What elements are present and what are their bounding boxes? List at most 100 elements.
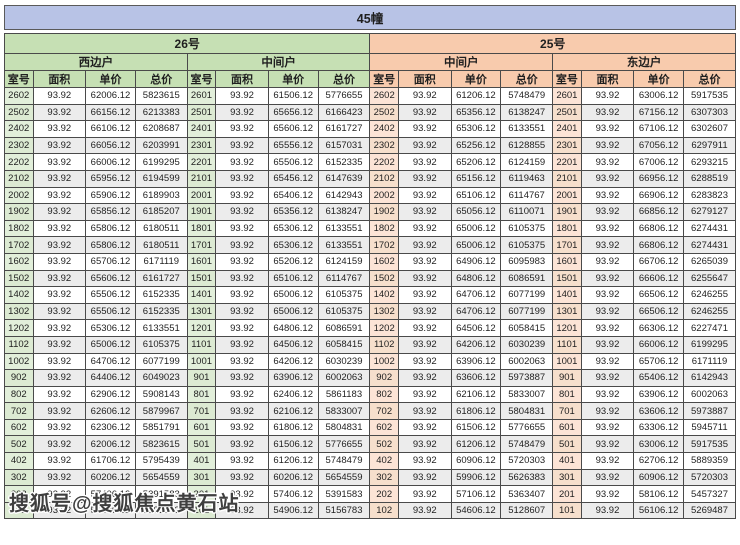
total-price-cell: 6133551 bbox=[134, 319, 188, 337]
room-number-cell: 702 bbox=[369, 402, 399, 420]
unit-price-cell: 63306.12 bbox=[633, 418, 684, 437]
building-25-header: 25号 bbox=[369, 33, 736, 54]
total-price-cell: 6157031 bbox=[317, 136, 371, 155]
area-cell: 93.92 bbox=[580, 169, 635, 188]
unit-price-cell: 65006.12 bbox=[450, 236, 502, 254]
area-cell: 93.92 bbox=[580, 286, 635, 304]
unit-price-cell: 62306.12 bbox=[85, 418, 136, 437]
unit-price-cell: 61506.12 bbox=[267, 435, 319, 454]
total-price-cell: 6161727 bbox=[134, 269, 188, 288]
area-cell: 93.92 bbox=[580, 269, 635, 288]
room-number-cell: 1402 bbox=[369, 286, 399, 304]
area-cell: 93.92 bbox=[32, 252, 87, 271]
total-price-cell: 6077199 bbox=[134, 352, 188, 371]
unit-price-cell: 65206.12 bbox=[267, 252, 319, 271]
unit-price-cell: 63906.12 bbox=[267, 369, 319, 387]
room-number-cell: 1401 bbox=[186, 286, 217, 304]
area-cell: 93.92 bbox=[397, 252, 452, 271]
room-number-cell: 1802 bbox=[369, 219, 399, 238]
room-number-cell: 2402 bbox=[4, 120, 34, 138]
column-header: 室号 bbox=[369, 70, 399, 88]
column-header: 总价 bbox=[682, 70, 737, 88]
column-header: 单价 bbox=[267, 70, 319, 88]
room-number-cell: 1001 bbox=[552, 352, 582, 371]
area-cell: 93.92 bbox=[397, 203, 452, 221]
room-number-cell: 1901 bbox=[186, 203, 217, 221]
table-row: 1002 93.92 64706.12 6077199 1001 93.92 64206.1… bbox=[4, 352, 737, 371]
total-price-cell: 6077199 bbox=[500, 302, 554, 321]
total-price-cell: 5654559 bbox=[317, 468, 371, 487]
unit-price-cell: 67106.12 bbox=[633, 120, 684, 138]
column-header-row: 室号 面积 单价 总价 室号 面积 单价 总价 室号 面积 单价 总价 室号 面积 单价 总价 bbox=[4, 70, 737, 88]
room-number-cell: 1202 bbox=[4, 319, 34, 337]
room-number-cell: 1002 bbox=[369, 352, 399, 371]
room-number-cell: 1201 bbox=[186, 319, 217, 337]
total-price-cell: 5889359 bbox=[682, 452, 737, 470]
area-cell: 93.92 bbox=[215, 319, 269, 337]
unit-price-cell: 64706.12 bbox=[450, 302, 502, 321]
total-price-cell: 6114767 bbox=[317, 269, 371, 288]
room-number-cell: 101 bbox=[186, 501, 217, 520]
area-cell: 93.92 bbox=[397, 402, 452, 420]
room-number-cell: 501 bbox=[186, 435, 217, 454]
area-cell: 93.92 bbox=[580, 87, 635, 105]
building-title: 45幢 bbox=[356, 12, 384, 26]
unit-price-cell: 62106.12 bbox=[267, 402, 319, 420]
unit-price-cell: 65106.12 bbox=[267, 269, 319, 288]
room-number-cell: 2202 bbox=[369, 153, 399, 171]
table-row: 2302 93.92 66056.12 6203991 2301 93.92 65556.1… bbox=[4, 136, 737, 155]
price-table: 26号 25号 西边户 中间户 中间户 东边户 室号 面积 单价 总价 室号 面积 单价 总价… bbox=[3, 33, 737, 520]
total-price-cell: 5776655 bbox=[500, 418, 554, 437]
room-number-cell: 1801 bbox=[186, 219, 217, 238]
total-price-cell: 5720303 bbox=[682, 468, 737, 487]
total-price-cell: 5908143 bbox=[134, 385, 188, 404]
room-number-cell: 1601 bbox=[186, 252, 217, 271]
unit-price-cell: 64706.12 bbox=[450, 286, 502, 304]
total-price-cell: 6133551 bbox=[500, 120, 554, 138]
column-header: 面积 bbox=[580, 70, 635, 88]
room-number-cell: 902 bbox=[4, 369, 34, 387]
unit-price-cell: 57106.12 bbox=[450, 485, 502, 503]
room-number-cell: 901 bbox=[552, 369, 582, 387]
unit-price-cell: 62006.12 bbox=[85, 435, 136, 454]
unit-price-cell: 62606.12 bbox=[85, 402, 136, 420]
room-number-cell: 601 bbox=[552, 418, 582, 437]
area-cell: 93.92 bbox=[215, 153, 269, 171]
total-price-cell: 6105375 bbox=[317, 302, 371, 321]
column-header: 室号 bbox=[186, 70, 217, 88]
area-cell: 93.92 bbox=[580, 385, 635, 404]
unit-price-cell: 67006.12 bbox=[633, 153, 684, 171]
room-number-cell: 302 bbox=[4, 468, 34, 487]
area-cell: 93.92 bbox=[580, 369, 635, 387]
total-price-cell: 6086591 bbox=[317, 319, 371, 337]
room-number-cell: 1702 bbox=[369, 236, 399, 254]
area-cell: 93.92 bbox=[32, 335, 87, 354]
room-number-cell: 2102 bbox=[369, 169, 399, 188]
room-number-cell: 2001 bbox=[552, 186, 582, 205]
room-number-cell: 501 bbox=[552, 435, 582, 454]
section-east-header: 东边户 bbox=[552, 53, 736, 71]
unit-price-cell: 63006.12 bbox=[633, 435, 684, 454]
area-cell: 93.92 bbox=[580, 236, 635, 254]
room-number-cell: 1401 bbox=[552, 286, 582, 304]
total-price-cell: 6255647 bbox=[682, 269, 737, 288]
total-price-cell: 6138247 bbox=[317, 203, 371, 221]
total-price-cell: 5795439 bbox=[134, 452, 188, 470]
total-price-cell: 6142943 bbox=[682, 369, 737, 387]
unit-price-cell: 64906.12 bbox=[450, 252, 502, 271]
area-cell: 93.92 bbox=[397, 120, 452, 138]
area-cell: 93.92 bbox=[397, 452, 452, 470]
room-number-cell: 2602 bbox=[369, 87, 399, 105]
area-cell: 93.92 bbox=[215, 385, 269, 404]
room-number-cell: 602 bbox=[369, 418, 399, 437]
room-number-cell: 1002 bbox=[4, 352, 34, 371]
unit-price-cell: 60906.12 bbox=[633, 468, 684, 487]
room-number-cell: 2601 bbox=[552, 87, 582, 105]
room-number-cell: 1701 bbox=[186, 236, 217, 254]
area-cell: 93.92 bbox=[397, 501, 452, 520]
total-price-cell: 6189903 bbox=[134, 186, 188, 205]
unit-price-cell: 61206.12 bbox=[450, 87, 502, 105]
total-price-cell: 5156783 bbox=[317, 501, 371, 520]
room-number-cell: 1301 bbox=[552, 302, 582, 321]
total-price-cell: 6105375 bbox=[500, 219, 554, 238]
